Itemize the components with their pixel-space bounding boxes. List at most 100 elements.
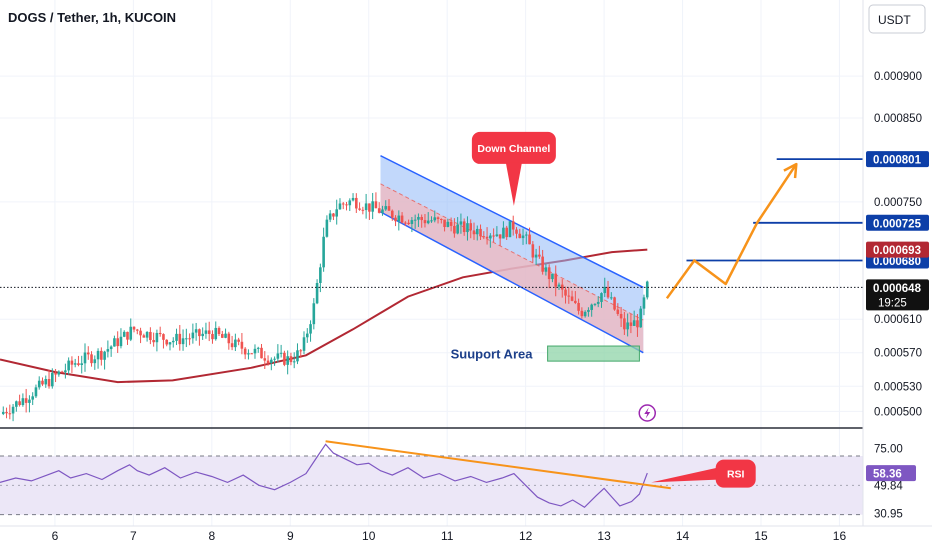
candle-body xyxy=(211,333,214,340)
candle-body xyxy=(564,289,567,296)
candle xyxy=(511,215,515,236)
candle-body xyxy=(449,221,453,226)
candle xyxy=(534,248,538,266)
rsi-axis[interactable]: 75.00 49.84 30.95 58.36 xyxy=(866,444,916,521)
candle xyxy=(629,313,633,334)
candle xyxy=(253,344,257,359)
candle-body xyxy=(613,297,616,310)
candle xyxy=(443,219,446,232)
candle xyxy=(636,314,639,337)
candle-body xyxy=(296,350,299,362)
candle-body xyxy=(100,350,103,360)
rsi-callout-label: RSI xyxy=(727,469,745,481)
candle-body xyxy=(505,227,508,238)
candle xyxy=(237,337,240,346)
candle-body xyxy=(400,215,404,223)
last-price-tag xyxy=(866,279,929,311)
candle-body xyxy=(410,220,414,225)
candle xyxy=(165,339,169,347)
candle-body xyxy=(73,363,77,365)
time-tick: 10 xyxy=(362,529,376,543)
candle-body xyxy=(5,411,8,414)
candle xyxy=(341,201,345,210)
candle xyxy=(626,313,629,337)
candle-body xyxy=(165,339,169,345)
candle xyxy=(590,303,593,317)
candle xyxy=(217,326,221,336)
candle xyxy=(603,277,607,298)
candle-body xyxy=(453,225,456,234)
price-tick: 0.000850 xyxy=(874,113,922,125)
candle-body xyxy=(142,335,146,338)
price-levels[interactable]: 0.000801 0.000725 0.000680 xyxy=(686,151,929,269)
candle-body xyxy=(93,359,97,364)
candle-body xyxy=(377,208,381,213)
candle-body xyxy=(626,322,629,330)
candle-body xyxy=(417,216,420,220)
candlesticks xyxy=(1,192,649,422)
projection-path[interactable] xyxy=(665,162,798,300)
support-box xyxy=(547,345,640,362)
channel-lower-line xyxy=(380,211,644,354)
candle xyxy=(296,343,299,365)
candle-body xyxy=(511,221,515,230)
candle xyxy=(475,225,479,241)
candle xyxy=(132,326,136,333)
candle xyxy=(145,331,149,342)
candle xyxy=(508,221,512,238)
candle xyxy=(577,298,580,315)
time-axis[interactable]: 6 7 8 9 10 11 12 13 14 15 16 xyxy=(52,529,847,543)
candle xyxy=(560,279,564,298)
candle xyxy=(390,209,394,221)
candle-body xyxy=(217,327,221,335)
candle xyxy=(521,228,525,245)
candle xyxy=(404,221,407,227)
rsi-callout-pointer xyxy=(651,467,718,483)
candle-body xyxy=(502,227,505,239)
candle xyxy=(325,215,329,238)
candle xyxy=(433,210,437,223)
time-tick: 9 xyxy=(287,529,294,543)
candle-body xyxy=(642,297,646,309)
candle-body xyxy=(407,222,410,225)
candle-body xyxy=(51,372,54,387)
time-tick: 13 xyxy=(597,529,611,543)
candle xyxy=(135,328,139,335)
rsi-current-tag xyxy=(866,465,916,482)
candle-body xyxy=(201,333,204,337)
candle-body xyxy=(116,338,119,347)
candle xyxy=(587,307,590,317)
candle-body xyxy=(390,210,394,218)
support-area[interactable]: Suuport Area xyxy=(451,345,640,362)
candle xyxy=(583,310,587,318)
candle-body xyxy=(15,401,18,407)
candle xyxy=(551,273,554,283)
candle-body xyxy=(77,363,80,365)
candle-body xyxy=(583,311,587,317)
down-channel-callout-pointer xyxy=(505,162,522,206)
candle-body xyxy=(462,221,466,233)
countdown-value: 19:25 xyxy=(878,297,907,309)
rsi-current-value: 58.36 xyxy=(873,469,902,481)
candle-body xyxy=(623,318,626,330)
candle xyxy=(41,377,44,386)
candle xyxy=(109,345,113,357)
candle-body xyxy=(587,309,590,312)
candle-body xyxy=(21,398,25,406)
candle-body xyxy=(371,201,374,212)
candle xyxy=(18,394,21,407)
down-channel-callout-box xyxy=(471,131,556,164)
candle xyxy=(292,352,296,369)
candle-body xyxy=(345,204,348,206)
candle-body xyxy=(531,244,535,258)
symbol-title: DOGS / Tether, 1h, KUCOIN xyxy=(8,10,176,25)
price-axis[interactable]: 0.000900 0.000850 0.000750 0.000610 0.000570… xyxy=(866,71,929,418)
currency-button[interactable]: USDT xyxy=(868,4,926,34)
candle xyxy=(83,343,87,372)
candle xyxy=(11,403,15,422)
candle-body xyxy=(266,360,270,364)
candle xyxy=(518,228,522,239)
candle-body xyxy=(632,320,636,326)
candle xyxy=(472,222,476,240)
